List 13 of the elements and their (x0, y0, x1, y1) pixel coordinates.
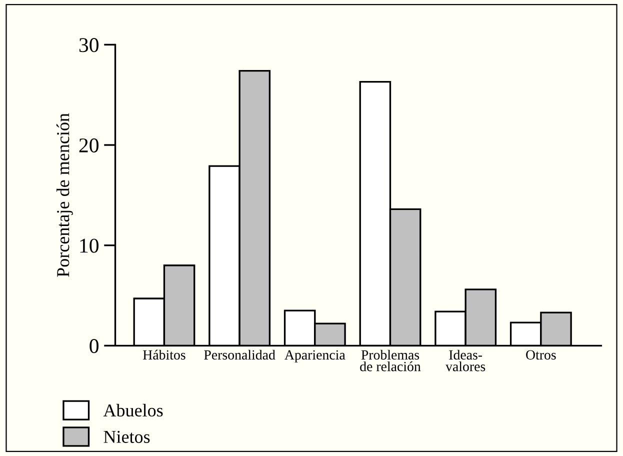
legend-label: Abuelos (103, 404, 163, 417)
legend-label: Nietos (104, 430, 150, 443)
x-tick-label: Personalidad (204, 350, 276, 360)
x-tick-label: Ideas- valores (446, 350, 486, 372)
x-tick-label: Hábitos (143, 350, 186, 360)
x-tick-label: Problemas de relación (360, 350, 421, 372)
x-tick-label: Apariencia (284, 350, 346, 362)
x-tick-label: Otros (526, 350, 556, 360)
y-axis-title: Porcentaje de mención (56, 113, 73, 277)
y-tick-label: 10 (80, 238, 98, 253)
y-tick-label: 0 (90, 339, 98, 354)
y-tick-label: 20 (79, 138, 98, 152)
y-tick-label: 30 (79, 38, 98, 52)
